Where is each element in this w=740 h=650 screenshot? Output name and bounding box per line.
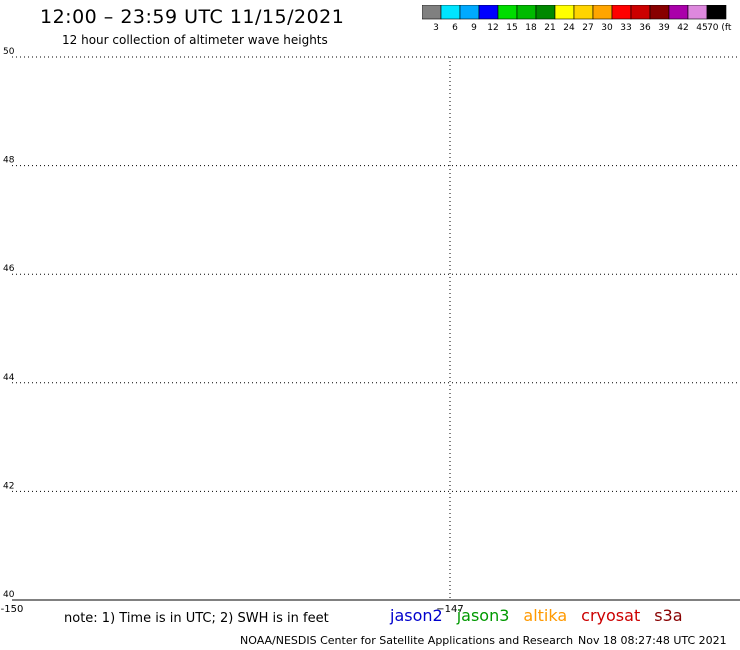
latitude-tick-label: 42 <box>3 481 14 491</box>
footer-timestamp: Nov 18 08:27:48 UTC 2021 <box>578 634 727 647</box>
longitude-tick-label: -150 <box>1 604 24 615</box>
colorbar-label: 30 <box>601 23 613 33</box>
colorbar-label: 21 <box>544 23 555 33</box>
colorbar-label: 12 <box>487 23 498 33</box>
latitude-tick-label: 50 <box>3 47 15 57</box>
colorbar-label: 70 (ft) <box>707 23 732 33</box>
legend-altika: altika <box>523 606 568 625</box>
page-title: 12:00 – 23:59 UTC 11/15/2021 <box>40 6 345 28</box>
colorbar-label: 36 <box>639 23 651 33</box>
latitude-tick-label: 46 <box>3 264 15 274</box>
latitude-tick-label: 48 <box>3 156 15 166</box>
legend-s3a: s3a <box>654 606 683 625</box>
colorbar-label: 39 <box>658 23 670 33</box>
legend-jason3: jason3 <box>456 606 510 625</box>
colorbar-label: 15 <box>506 23 517 33</box>
colorbar-label: 9 <box>471 23 477 33</box>
colorbar-label: 33 <box>620 23 631 33</box>
units-note: note: 1) Time is in UTC; 2) SWH is in fe… <box>64 611 329 626</box>
colorbar-swatch <box>706 5 727 20</box>
longitude-tick-label: −147 <box>436 604 463 615</box>
satellite-legend: jason2 jason3 altika cryosat s3a <box>390 606 697 625</box>
latitude-tick-label: 44 <box>3 373 15 383</box>
colorbar-swatches <box>422 5 727 20</box>
colorbar-label: 42 <box>677 23 688 33</box>
map-grid: -150−147−144−141−138-13504846444240 <box>1 47 740 615</box>
legend-jason2: jason2 <box>390 606 443 625</box>
colorbar-label: 6 <box>452 23 458 33</box>
legend-cryosat: cryosat <box>581 606 641 625</box>
footer-org: NOAA/NESDIS Center for Satellite Applica… <box>240 634 574 647</box>
page-subtitle: 12 hour collection of altimeter wave hei… <box>62 33 328 47</box>
latitude-tick-label: 40 <box>3 590 15 600</box>
colorbar-label: 45 <box>696 23 707 33</box>
colorbar-label: 3 <box>433 23 439 33</box>
colorbar-label: 18 <box>525 23 537 33</box>
colorbar-label: 24 <box>563 23 575 33</box>
colorbar-label: 27 <box>582 23 593 33</box>
